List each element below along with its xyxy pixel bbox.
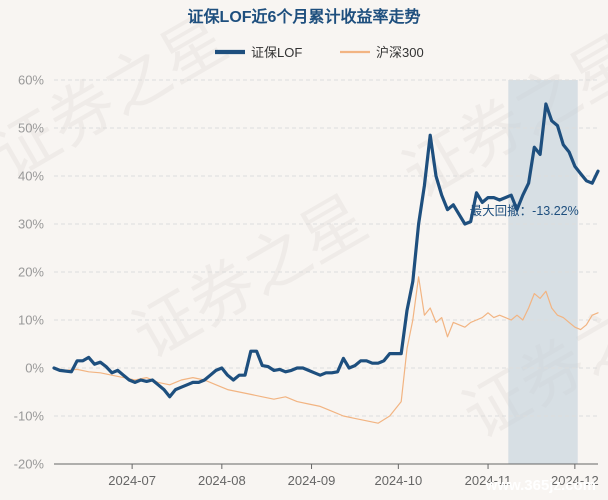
y-tick-label: 10% [18, 313, 44, 328]
watermark-text-2: 证券之星 [121, 182, 380, 374]
watermark-text-1: 证券之星 [0, 2, 240, 194]
y-tick-label: 60% [18, 73, 44, 88]
x-tick-label: 2024-11 [465, 473, 512, 488]
x-tick-label: 2024-12 [551, 473, 599, 488]
y-tick-label: 40% [18, 169, 44, 184]
site-watermark-text: www.365jz.com [485, 477, 596, 494]
y-tick-label: 50% [18, 121, 44, 136]
max-drawdown-label: 最大回撤：-13.22% [470, 203, 579, 218]
legend-label: 证保LOF [251, 45, 302, 60]
y-tick-label: -20% [14, 457, 45, 472]
series-line-fund [52, 102, 600, 399]
x-tick-label: 2024-10 [374, 473, 422, 488]
annotation: 最大回撤：-13.22% [470, 203, 579, 218]
series-lines [52, 102, 600, 424]
y-tick-label: 20% [18, 265, 44, 280]
legend: 证保LOF 沪深300 [215, 45, 424, 60]
y-tick-label: 30% [18, 217, 44, 232]
x-tick-label: 2024-09 [288, 473, 336, 488]
series-line-index [53, 276, 599, 424]
legend-label: 沪深300 [376, 45, 424, 60]
x-tick-label: 2024-07 [108, 473, 156, 488]
y-tick-label: 0% [25, 361, 44, 376]
site-watermark: www.365jz.com [485, 477, 596, 494]
axes: 60% 50% 40% 30% 20% 10% 0% -10% -20% 2024-07 2024-… [14, 73, 599, 489]
chart-title: 证保LOF近6个月累计收益率走势 [188, 7, 421, 26]
x-tick-label: 2024-08 [198, 473, 246, 488]
y-tick-label: -10% [14, 409, 45, 424]
